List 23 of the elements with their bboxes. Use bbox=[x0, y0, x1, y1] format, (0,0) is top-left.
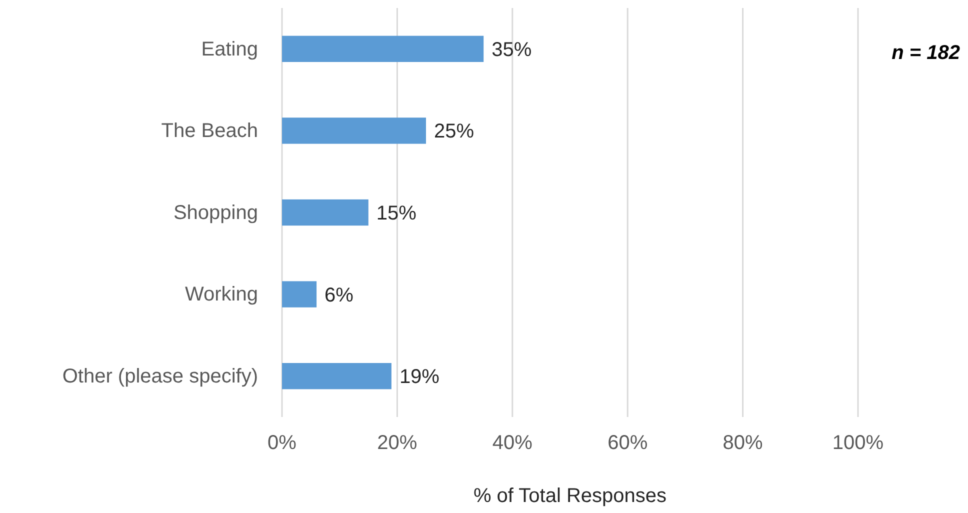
x-tick-label: 20% bbox=[377, 432, 418, 454]
data-label: 15% bbox=[376, 202, 417, 224]
bar bbox=[282, 118, 426, 144]
data-label: 6% bbox=[324, 284, 354, 306]
y-tick-label: Working bbox=[185, 284, 258, 306]
x-tick-label: 100% bbox=[832, 432, 884, 454]
data-label: 25% bbox=[434, 120, 474, 143]
x-tick-label: 60% bbox=[608, 432, 648, 454]
x-tick-label: 40% bbox=[492, 432, 533, 454]
y-tick-label: Eating bbox=[201, 38, 258, 60]
y-tick-label: Other (please specify) bbox=[62, 366, 258, 388]
x-tick-label: 80% bbox=[722, 432, 764, 454]
bar bbox=[282, 363, 392, 390]
data-label: 35% bbox=[492, 38, 532, 61]
text: n = 182 bbox=[892, 42, 960, 64]
bar bbox=[282, 36, 484, 62]
y-tick-label: The Beach bbox=[161, 120, 258, 142]
bar bbox=[282, 281, 317, 308]
x-tick-label: 0% bbox=[268, 432, 297, 454]
y-tick-label: Shopping bbox=[173, 202, 258, 224]
data-label: 19% bbox=[399, 366, 440, 388]
x-axis-title: % of Total Responses bbox=[473, 485, 667, 507]
bar bbox=[282, 199, 368, 226]
